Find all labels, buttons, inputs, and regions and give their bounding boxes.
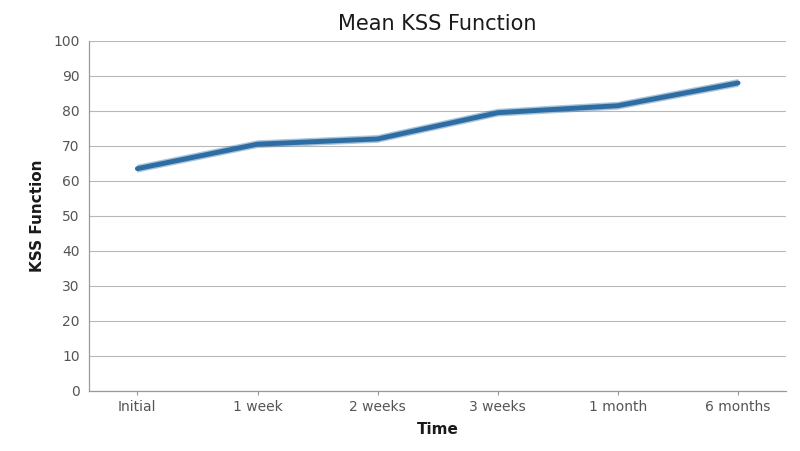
Title: Mean KSS Function: Mean KSS Function	[338, 14, 537, 34]
X-axis label: Time: Time	[417, 422, 458, 437]
Y-axis label: KSS Function: KSS Function	[30, 160, 45, 272]
